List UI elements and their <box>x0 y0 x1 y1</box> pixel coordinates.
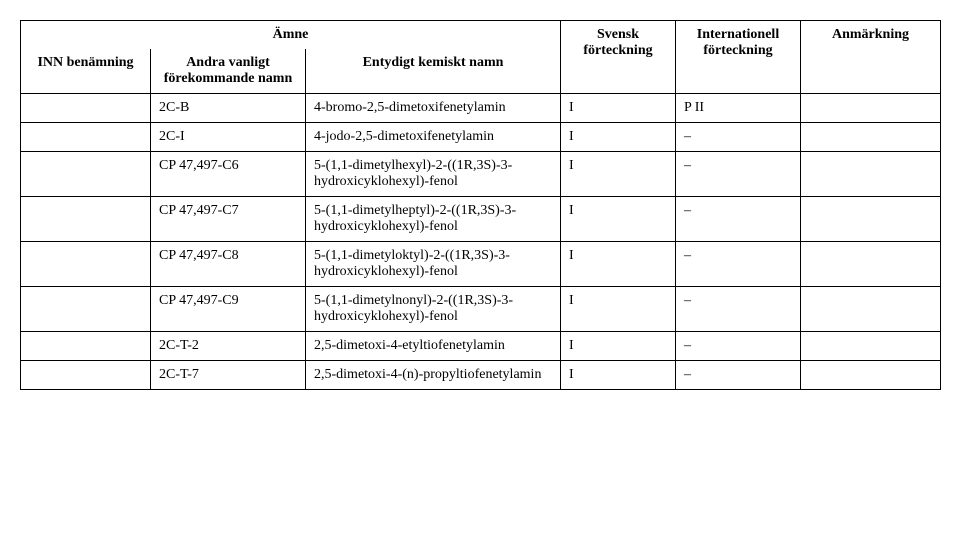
header-inn: INN benämning <box>21 49 151 94</box>
table-row: 2C-T-2 2,5-dimetoxi-4-etyltiofenetylamin… <box>21 332 941 361</box>
cell-inn <box>21 287 151 332</box>
cell-inn <box>21 332 151 361</box>
cell-inn <box>21 152 151 197</box>
header-andra: Andra vanligt förekommande namn <box>151 49 306 94</box>
cell-svensk: I <box>561 242 676 287</box>
cell-internationell: – <box>676 287 801 332</box>
cell-anmarkning <box>801 197 941 242</box>
cell-andra: 2C-T-7 <box>151 361 306 390</box>
cell-svensk: I <box>561 197 676 242</box>
table-row: 2C-I 4-jodo-2,5-dimetoxifenetylamin I – <box>21 123 941 152</box>
cell-internationell: – <box>676 197 801 242</box>
cell-inn <box>21 123 151 152</box>
table-row: CP 47,497-C8 5-(1,1-dimetyloktyl)-2-((1R… <box>21 242 941 287</box>
header-amne: Ämne <box>21 21 561 50</box>
cell-andra: CP 47,497-C8 <box>151 242 306 287</box>
cell-inn <box>21 197 151 242</box>
cell-andra: 2C-I <box>151 123 306 152</box>
cell-svensk: I <box>561 361 676 390</box>
cell-andra: 2C-T-2 <box>151 332 306 361</box>
substance-table: Ämne Svensk förteckning Internationell f… <box>20 20 941 390</box>
table-row: 2C-T-7 2,5-dimetoxi-4-(n)-propyltiofenet… <box>21 361 941 390</box>
cell-svensk: I <box>561 94 676 123</box>
cell-andra: CP 47,497-C7 <box>151 197 306 242</box>
cell-andra: CP 47,497-C9 <box>151 287 306 332</box>
cell-entydigt: 5-(1,1-dimetyloktyl)-2-((1R,3S)-3-hydrox… <box>306 242 561 287</box>
table-row: CP 47,497-C9 5-(1,1-dimetylnonyl)-2-((1R… <box>21 287 941 332</box>
cell-anmarkning <box>801 94 941 123</box>
header-anmarkning: Anmärkning <box>801 21 941 94</box>
cell-internationell: – <box>676 123 801 152</box>
cell-anmarkning <box>801 152 941 197</box>
cell-svensk: I <box>561 152 676 197</box>
cell-andra: CP 47,497-C6 <box>151 152 306 197</box>
cell-internationell: – <box>676 242 801 287</box>
table-row: CP 47,497-C6 5-(1,1-dimetylhexyl)-2-((1R… <box>21 152 941 197</box>
cell-entydigt: 4-bromo-2,5-dimetoxifenetylamin <box>306 94 561 123</box>
cell-svensk: I <box>561 287 676 332</box>
header-internationell: Internationell förteckning <box>676 21 801 94</box>
cell-entydigt: 5-(1,1-dimetylnonyl)-2-((1R,3S)-3-hydrox… <box>306 287 561 332</box>
cell-inn <box>21 242 151 287</box>
cell-entydigt: 2,5-dimetoxi-4-etyltiofenetylamin <box>306 332 561 361</box>
cell-svensk: I <box>561 123 676 152</box>
cell-entydigt: 5-(1,1-dimetylheptyl)-2-((1R,3S)-3-hydro… <box>306 197 561 242</box>
cell-inn <box>21 361 151 390</box>
header-entydigt: Entydigt kemiskt namn <box>306 49 561 94</box>
table-row: CP 47,497-C7 5-(1,1-dimetylheptyl)-2-((1… <box>21 197 941 242</box>
cell-internationell: – <box>676 332 801 361</box>
cell-anmarkning <box>801 332 941 361</box>
cell-anmarkning <box>801 123 941 152</box>
cell-internationell: – <box>676 361 801 390</box>
cell-internationell: – <box>676 152 801 197</box>
cell-anmarkning <box>801 287 941 332</box>
cell-internationell: P II <box>676 94 801 123</box>
cell-svensk: I <box>561 332 676 361</box>
cell-andra: 2C-B <box>151 94 306 123</box>
cell-anmarkning <box>801 361 941 390</box>
cell-inn <box>21 94 151 123</box>
cell-entydigt: 4-jodo-2,5-dimetoxifenetylamin <box>306 123 561 152</box>
cell-entydigt: 5-(1,1-dimetylhexyl)-2-((1R,3S)-3-hydrox… <box>306 152 561 197</box>
table-row: 2C-B 4-bromo-2,5-dimetoxifenetylamin I P… <box>21 94 941 123</box>
cell-anmarkning <box>801 242 941 287</box>
table-body: 2C-B 4-bromo-2,5-dimetoxifenetylamin I P… <box>21 94 941 390</box>
cell-entydigt: 2,5-dimetoxi-4-(n)-propyltiofenetylamin <box>306 361 561 390</box>
header-svensk: Svensk förteckning <box>561 21 676 94</box>
